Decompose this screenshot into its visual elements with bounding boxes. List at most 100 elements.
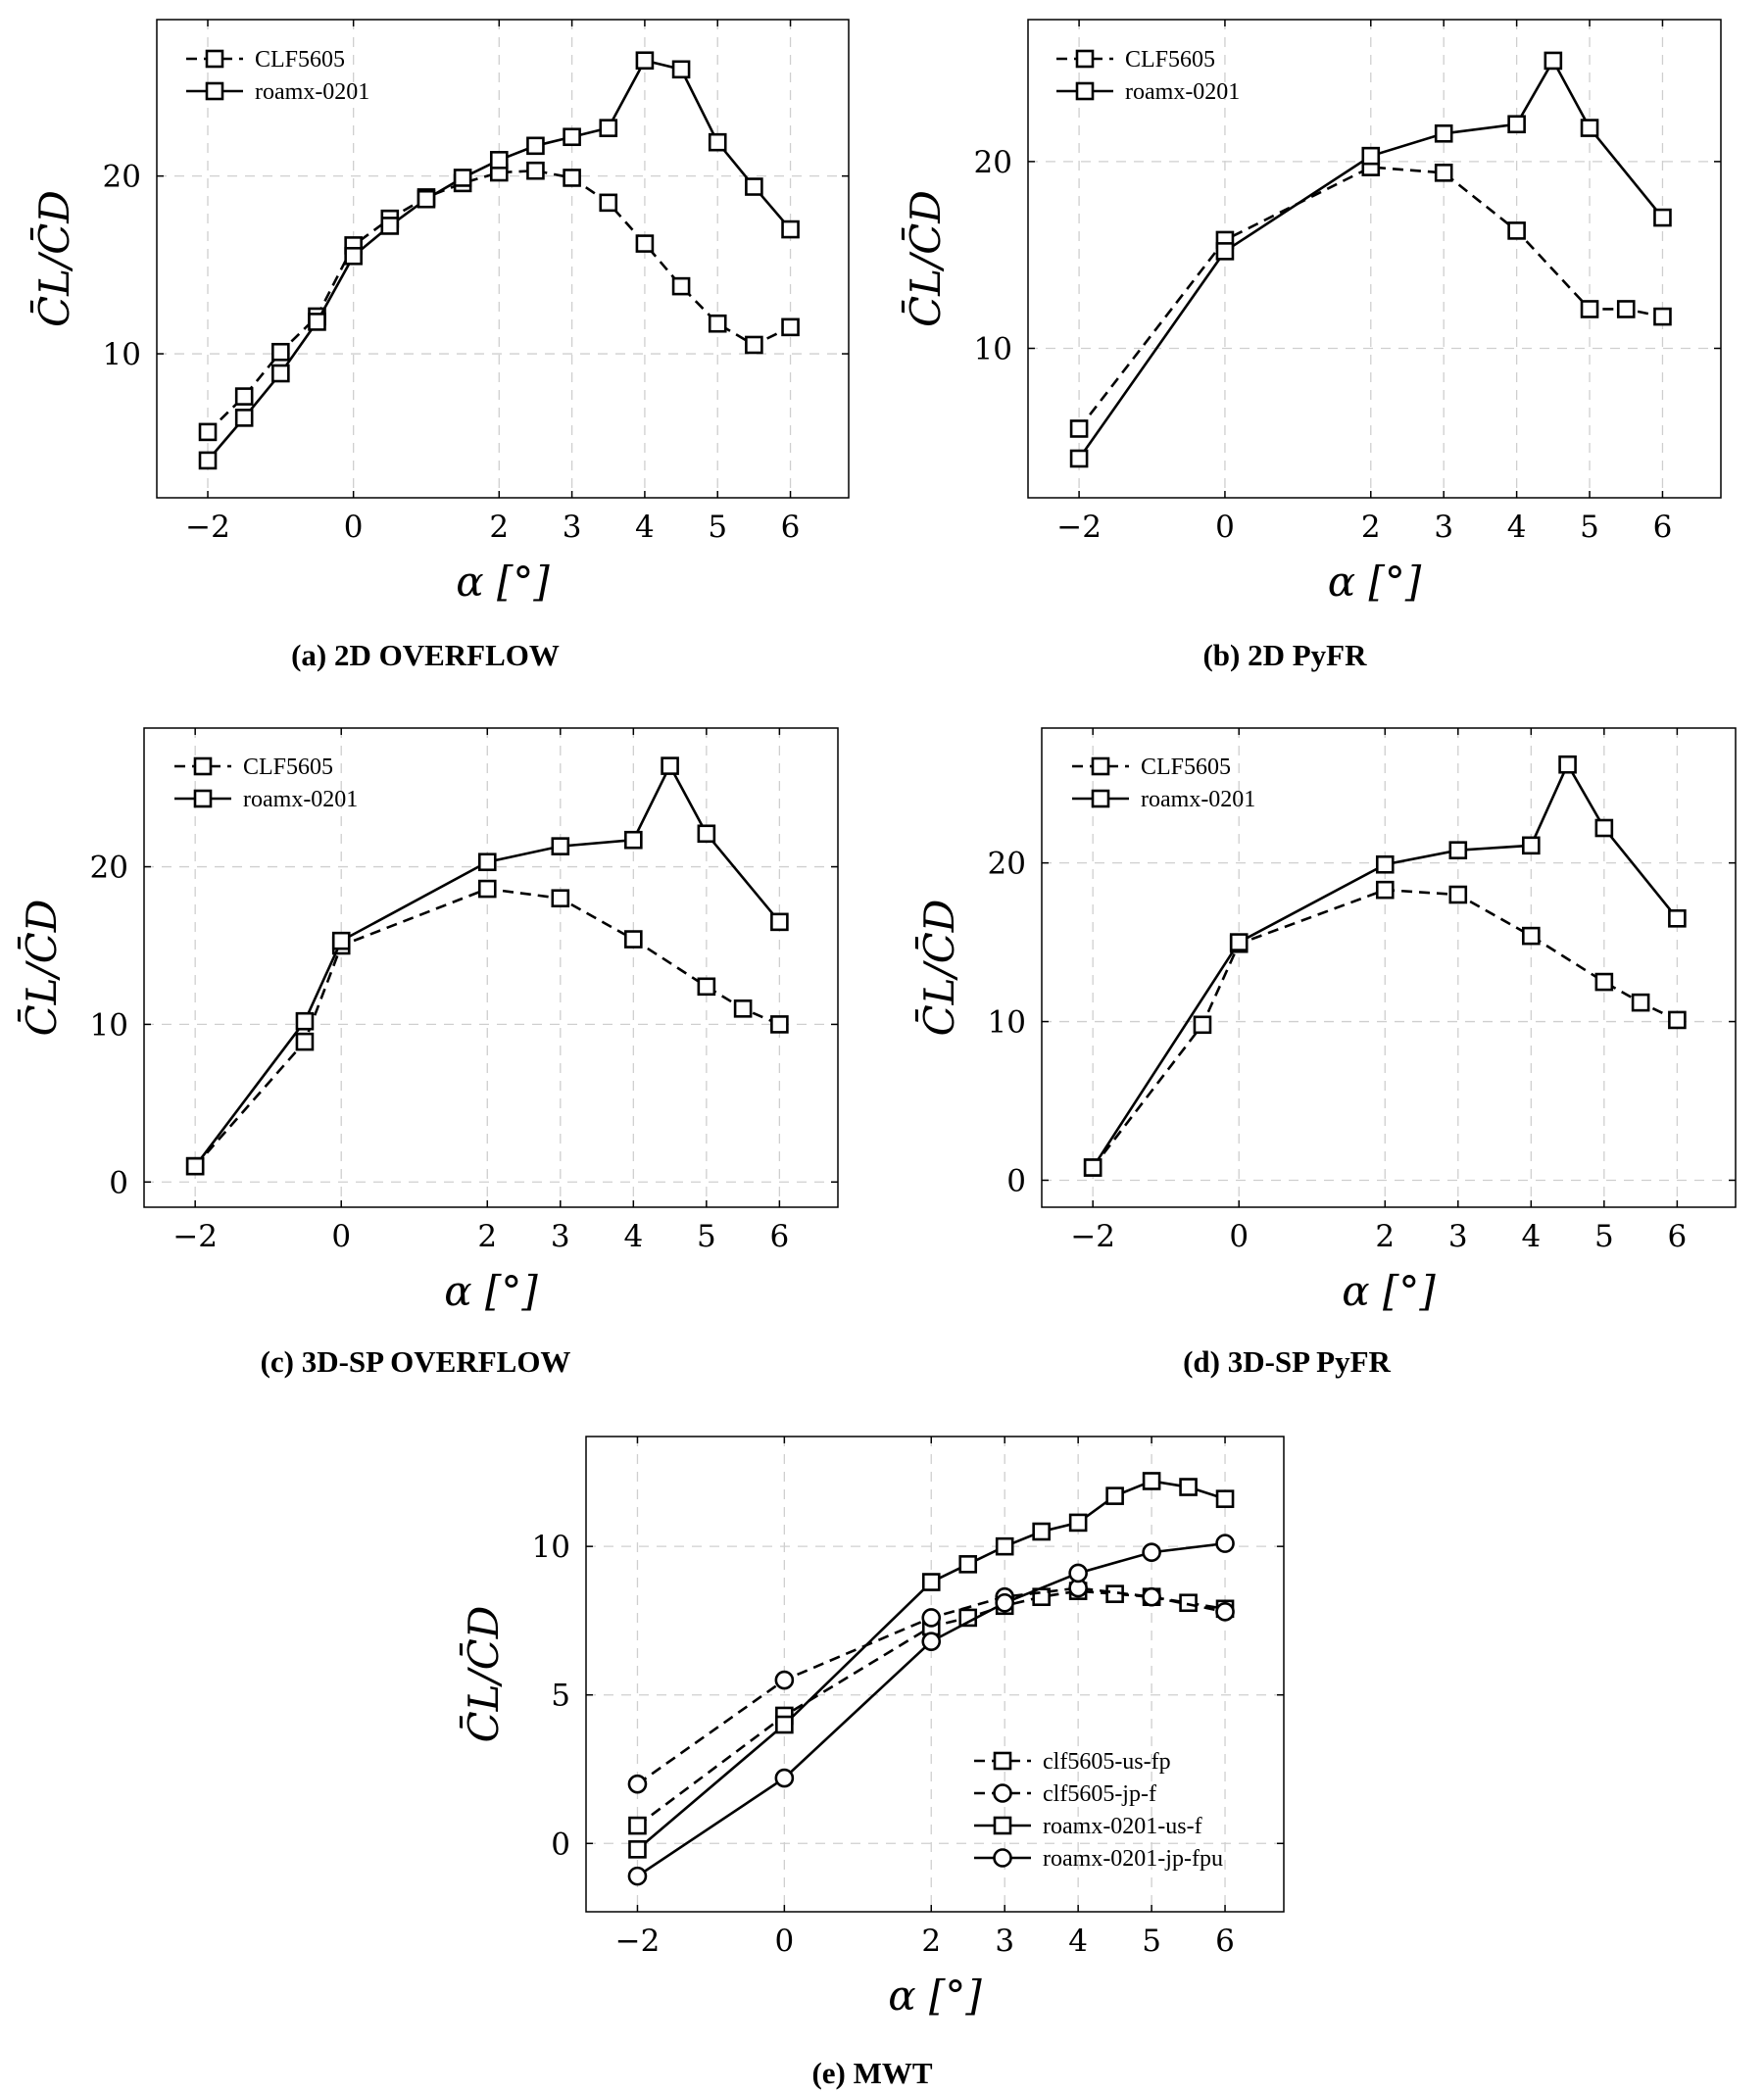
data-point	[697, 824, 716, 844]
y-tick-label: 20	[103, 160, 141, 195]
data-point	[1375, 854, 1395, 874]
y-tick-label: 0	[1006, 1163, 1026, 1198]
data-point	[1594, 818, 1614, 838]
data-point	[1653, 208, 1672, 227]
legend-swatch-marker	[993, 1848, 1012, 1868]
data-point	[745, 335, 763, 355]
data-point	[1215, 242, 1235, 261]
caption-a: (a) 2D OVERFLOW	[291, 638, 560, 672]
data-point	[563, 127, 581, 147]
x-tick-label: −2	[1070, 1219, 1115, 1254]
data-point	[1507, 221, 1526, 240]
data-point	[628, 1840, 647, 1859]
legend-swatch-marker	[1075, 81, 1095, 101]
subplot-b: −2 0 2 3 4 5 6 10 20 α [°] C̄L/C̄D CLF5605 roamx-020…	[900, 19, 1722, 606]
legend-swatch-marker	[193, 789, 213, 808]
data-point	[1142, 1542, 1161, 1563]
legend-entry: roamx-0201-us-f	[1043, 1814, 1202, 1839]
legend-entry: clf5605-us-fp	[1043, 1749, 1171, 1775]
y-axis-label: C̄L/C̄D	[913, 900, 963, 1037]
x-axis-label: α [°]	[456, 558, 550, 606]
series-roamx-0201-jp-fpu	[627, 1534, 1235, 1886]
series-line	[1078, 166, 1663, 430]
legend: clf5605-us-fp clf5605-jp-f roamx-0201-us-f…	[974, 1749, 1223, 1872]
y-tick-label: 10	[103, 337, 141, 372]
data-point	[599, 119, 618, 137]
series-CLF5605	[1083, 880, 1687, 1177]
x-axis-label: α [°]	[888, 1972, 982, 2020]
x-tick-label: 6	[1653, 510, 1673, 545]
data-point	[185, 1156, 205, 1176]
data-point	[1179, 1593, 1198, 1613]
legend: CLF5605 roamx-0201	[1072, 755, 1255, 812]
data-point	[1448, 885, 1468, 904]
data-point	[344, 246, 363, 266]
x-tick-label: 6	[1668, 1219, 1688, 1254]
x-tick-label: 3	[1434, 510, 1453, 545]
x-tick-label: 6	[770, 1219, 790, 1254]
data-point	[770, 912, 789, 932]
y-tick-label: 10	[974, 332, 1012, 367]
data-point	[1631, 993, 1650, 1012]
legend-swatch-marker	[993, 1751, 1012, 1771]
plot-frame	[143, 727, 839, 1208]
plot-frame	[585, 1436, 1285, 1913]
series-line	[207, 169, 792, 433]
data-point	[1522, 926, 1541, 946]
data-point	[1068, 1563, 1088, 1583]
x-tick-label: 0	[1229, 1219, 1249, 1254]
x-tick-label: 3	[1448, 1219, 1468, 1254]
y-tick-label: 20	[90, 851, 128, 886]
series-line	[636, 1589, 1226, 1827]
x-tick-label: 4	[1507, 510, 1527, 545]
data-point	[1179, 1478, 1198, 1496]
y-axis-label: C̄L/C̄D	[458, 1606, 508, 1743]
legend-entry: CLF5605	[243, 755, 333, 780]
caption-c: (c) 3D-SP OVERFLOW	[261, 1344, 571, 1379]
legend-swatch-marker	[993, 1783, 1012, 1803]
legend-entry: roamx-0201-jp-fpu	[1043, 1846, 1223, 1872]
x-tick-label: 5	[1142, 1924, 1161, 1959]
data-point	[551, 837, 570, 855]
data-point	[1142, 1472, 1161, 1490]
data-point	[733, 999, 753, 1018]
data-point	[489, 151, 509, 170]
data-point	[1215, 1602, 1235, 1622]
data-point	[551, 889, 570, 908]
x-tick-label: 3	[551, 1219, 570, 1254]
y-tick-label: 0	[109, 1165, 128, 1200]
subplot-d: −2 0 2 3 4 5 6 0 10 20 α [°] C̄L/C̄D CLF5605 roamx-02…	[913, 727, 1737, 1315]
data-point	[635, 234, 655, 253]
subplot-c: −2 0 2 3 4 5 6 0 10 20 α [°] C̄L/C̄D CLF5605 roamx-02…	[16, 727, 839, 1315]
x-axis-label: α [°]	[1328, 558, 1422, 606]
caption-e: (e) MWT	[811, 2056, 932, 2090]
data-point	[995, 1592, 1014, 1613]
data-point	[1580, 119, 1599, 137]
data-point	[1544, 51, 1563, 71]
data-point	[198, 451, 218, 470]
data-point	[1594, 972, 1614, 992]
data-point	[1229, 933, 1249, 951]
data-point	[774, 1670, 795, 1690]
plot-frame	[156, 19, 850, 499]
y-axis-label: C̄L/C̄D	[16, 900, 66, 1037]
legend-swatch-marker	[1091, 789, 1110, 808]
data-point	[628, 1816, 647, 1835]
data-point	[477, 853, 497, 872]
y-tick-label: 20	[974, 145, 1012, 180]
legend-entry: roamx-0201	[1141, 787, 1255, 812]
data-point	[453, 169, 472, 187]
data-point	[781, 219, 800, 239]
x-tick-label: −2	[172, 1219, 218, 1254]
legend-swatch-marker	[205, 81, 224, 101]
x-tick-label: 3	[563, 510, 582, 545]
plot-frame	[1027, 19, 1722, 499]
data-point	[1069, 419, 1089, 438]
x-tick-label: 0	[344, 510, 364, 545]
x-tick-label: 6	[781, 510, 801, 545]
series-line	[1092, 761, 1679, 1169]
legend: CLF5605 roamx-0201	[174, 755, 358, 812]
series-roamx-0201	[198, 51, 800, 470]
